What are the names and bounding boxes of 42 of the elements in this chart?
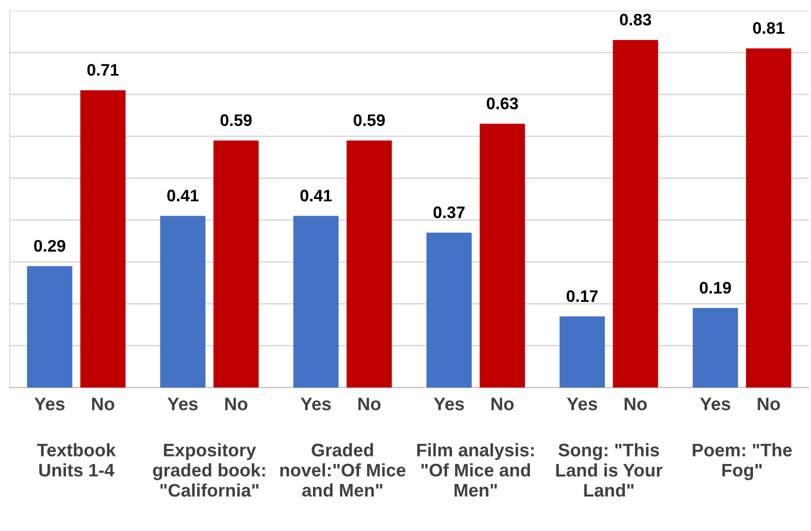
text: Yes (168, 398, 198, 410)
bar (692, 308, 738, 388)
text: No (358, 398, 381, 410)
bar (346, 140, 392, 388)
data-label: 0.41 (300, 190, 332, 202)
text: No (225, 398, 248, 410)
bar (746, 48, 792, 388)
x-tick-label: Poem: "The Fog" (692, 443, 792, 480)
x-tick-label: Film analysis: "Of Mice and Men" (417, 443, 534, 497)
x-tick-label: Expository graded book: "California" (153, 443, 265, 497)
bar (293, 216, 339, 388)
text: Yes (566, 398, 598, 410)
series-label: No (92, 398, 114, 410)
bar (27, 266, 72, 388)
bar (560, 316, 605, 388)
data-label: 0.59 (354, 114, 385, 126)
bar (426, 232, 472, 388)
x-tick-label: Graded novel:"Of Mice and Men" (280, 443, 406, 497)
text: No (624, 398, 647, 410)
bar (160, 216, 206, 388)
bar (80, 90, 126, 388)
text: Yes (300, 398, 331, 410)
text: No (758, 398, 780, 410)
text: Yes (434, 398, 464, 410)
data-label: 0.71 (87, 64, 119, 76)
text: No (492, 398, 514, 410)
bar (213, 140, 259, 388)
data-label: 0.19 (700, 282, 731, 294)
data-label: 0.41 (167, 190, 199, 202)
bar (480, 124, 525, 388)
data-label: 0.59 (220, 114, 252, 126)
data-label: 0.63 (486, 98, 518, 110)
data-label: 0.29 (34, 240, 66, 252)
x-tick-label: Song: "This Land is Your Land" (556, 443, 662, 497)
text: Yes (700, 398, 730, 410)
x-tick-label: Textbook Units 1-4 (37, 443, 116, 477)
data-label: 0.83 (620, 14, 652, 26)
data-label: 0.17 (566, 290, 598, 302)
data-label: 0.37 (434, 206, 465, 218)
bar (612, 40, 658, 388)
series-label: Yes (34, 398, 64, 410)
data-label: 0.81 (753, 22, 784, 34)
